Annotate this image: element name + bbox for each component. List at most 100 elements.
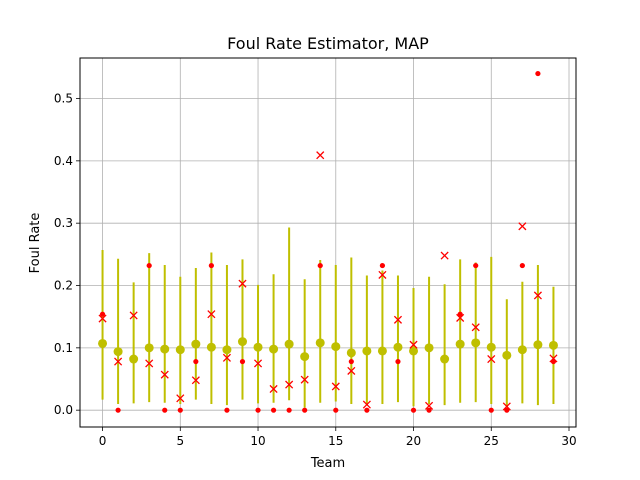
x-marker: [176, 394, 185, 403]
interval-bars: [101, 227, 555, 408]
estimate-point: [440, 354, 450, 364]
x-marker: [114, 357, 123, 366]
plot-frame: [79, 57, 577, 428]
dot-marker: [364, 407, 370, 413]
x-marker: [98, 314, 107, 323]
x-marker: [487, 354, 496, 364]
dot-marker: [395, 358, 401, 365]
x-marker: [331, 382, 340, 391]
dot-marker: [488, 407, 494, 413]
dot-marker: [146, 262, 152, 269]
ticks: 0 5 10 15 20 25 30 0.0 0.1 0.2 0.3 0.4 0.5: [54, 92, 577, 448]
dot-marker: [177, 407, 183, 413]
estimate-point: [160, 344, 170, 354]
x-tick-label: 10: [250, 434, 265, 448]
dot-marker: [270, 407, 277, 413]
dot-marker: [193, 358, 199, 365]
dot-marker: [239, 358, 246, 365]
dot-marker: [99, 311, 106, 317]
dot-marker: [302, 407, 308, 413]
x-marker: [533, 291, 542, 300]
dot-marker: [348, 358, 354, 365]
dot-marker: [286, 407, 292, 413]
x-marker: [207, 310, 216, 319]
x-marker: [425, 401, 434, 410]
y-tick-label: 0.3: [54, 216, 73, 230]
estimate-point: [175, 345, 185, 355]
x-tick-label: 5: [176, 434, 184, 448]
x-marker: [518, 222, 527, 231]
x-marker: [300, 375, 309, 384]
x-marker: [160, 370, 169, 379]
dot-marker: [519, 262, 525, 269]
dot-marker: [426, 407, 432, 413]
x-marker: [129, 311, 138, 320]
x-marker: [347, 366, 356, 375]
estimate-point: [206, 342, 216, 352]
y-tick-label: 0.5: [54, 92, 73, 106]
estimate-point: [113, 347, 123, 357]
dot-marker: [410, 407, 417, 413]
estimate-point: [300, 352, 310, 362]
y-tick-label: 0.4: [54, 154, 73, 168]
x-marker: [269, 384, 278, 394]
dot-marker: [504, 407, 510, 413]
estimate-point: [362, 346, 372, 356]
dot-marker: [473, 262, 479, 269]
x-tick-label: 15: [328, 434, 343, 448]
estimate-point: [533, 340, 543, 350]
x-tick-label: 30: [561, 434, 576, 448]
dot-marker: [457, 311, 463, 317]
x-marker: [502, 402, 511, 411]
estimate-point: [98, 338, 108, 348]
x-marker: [191, 376, 200, 385]
y-tick-label: 0.0: [54, 403, 73, 417]
dot-marker: [550, 358, 557, 365]
estimate-point: [409, 346, 419, 356]
grid: [80, 58, 576, 427]
x-marker: [222, 353, 231, 362]
dot-marker: [333, 407, 339, 413]
dot-marker: [208, 262, 214, 269]
dot-marker: [317, 262, 323, 269]
estimate-point: [129, 354, 139, 364]
y-tick-label: 0.1: [54, 341, 73, 355]
x-marker: [316, 151, 325, 160]
estimate-point: [237, 337, 247, 347]
estimate-point: [346, 348, 356, 358]
x-marker: [471, 323, 480, 332]
markers: [98, 70, 558, 413]
x-axis-label: Team: [310, 456, 345, 471]
x-marker: [393, 315, 403, 324]
x-tick-label: 20: [406, 434, 421, 448]
dot-marker: [115, 407, 121, 413]
x-tick-label: 25: [484, 434, 499, 448]
x-marker: [409, 340, 418, 349]
dot-marker: [379, 262, 386, 269]
estimate-point: [424, 343, 434, 353]
x-marker: [378, 270, 387, 279]
estimate-point: [471, 338, 481, 348]
estimate-point: [315, 338, 325, 348]
estimate-point: [393, 342, 403, 352]
x-marker: [440, 251, 449, 260]
estimate-point: [502, 350, 512, 360]
estimate-point: [486, 342, 496, 352]
estimate-point: [269, 344, 279, 354]
estimate-point: [253, 342, 263, 352]
estimate-point: [191, 339, 201, 349]
dot-marker: [162, 407, 168, 413]
x-marker: [253, 359, 263, 368]
dot-marker: [535, 70, 541, 77]
estimate-point: [548, 340, 558, 350]
chart-title: Foul Rate Estimator, MAP: [227, 34, 429, 53]
estimate-point: [284, 339, 294, 349]
y-axis-label: Foul Rate: [28, 213, 43, 274]
x-marker: [238, 279, 247, 288]
x-marker: [145, 359, 154, 368]
estimate-point: [144, 343, 154, 353]
estimate-point: [517, 345, 527, 355]
x-marker: [362, 400, 371, 409]
x-tick-label: 0: [99, 434, 107, 448]
